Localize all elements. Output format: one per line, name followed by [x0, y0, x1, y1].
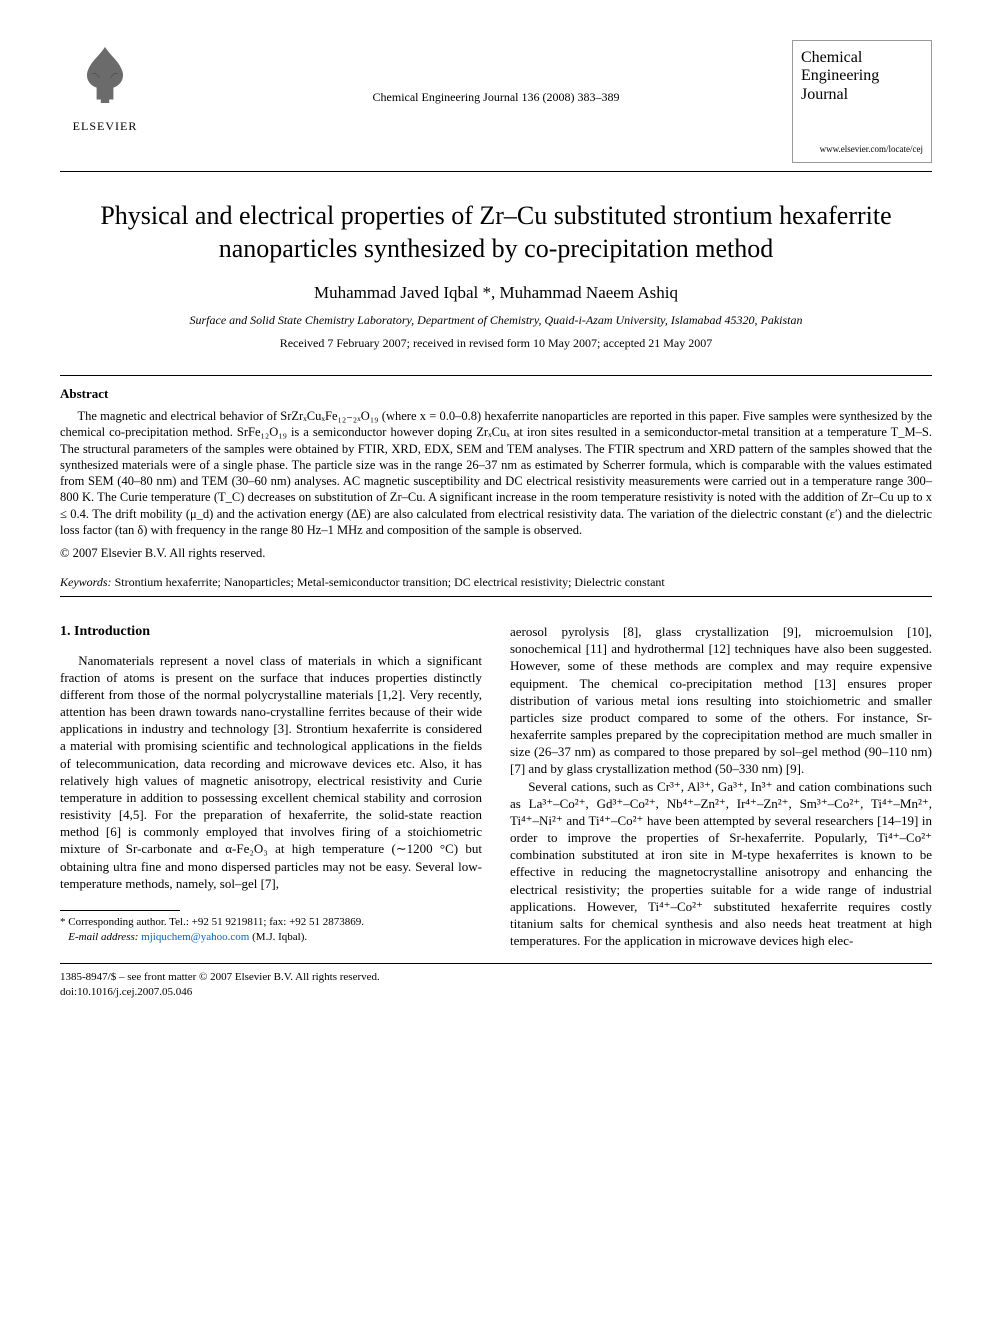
journal-cover-url: www.elsevier.com/locate/cej [801, 144, 923, 154]
header-divider [60, 171, 932, 172]
col2-paragraph-1: aerosol pyrolysis [8], glass crystalliza… [510, 623, 932, 777]
abstract-bottom-rule [60, 596, 932, 597]
email-author: (M.J. Iqbal). [252, 931, 307, 943]
section-number: 1. [60, 624, 71, 639]
footer-line-1: 1385-8947/$ – see front matter © 2007 El… [60, 970, 932, 985]
abstract-heading: Abstract [60, 386, 932, 402]
abstract-top-rule [60, 375, 932, 376]
body-columns: 1. Introduction Nanomaterials represent … [60, 623, 932, 949]
footnote-rule [60, 910, 180, 911]
copyright-line: © 2007 Elsevier B.V. All rights reserved… [60, 546, 932, 561]
article-dates: Received 7 February 2007; received in re… [60, 336, 932, 351]
journal-cover-title: Chemical Engineering Journal [801, 49, 923, 104]
keywords-line: Keywords: Strontium hexaferrite; Nanopar… [60, 575, 932, 590]
authors-line: Muhammad Javed Iqbal *, Muhammad Naeem A… [60, 283, 932, 303]
keywords-text: Strontium hexaferrite; Nanoparticles; Me… [115, 575, 665, 589]
email-label: E-mail address: [68, 931, 138, 943]
footnote-marker: * [60, 916, 66, 928]
authors-text: Muhammad Javed Iqbal *, Muhammad Naeem A… [314, 283, 678, 302]
section-title: Introduction [74, 624, 150, 639]
journal-cover-box: Chemical Engineering Journal www.elsevie… [792, 40, 932, 163]
col1-paragraph-1: Nanomaterials represent a novel class of… [60, 652, 482, 892]
journal-citation: Chemical Engineering Journal 136 (2008) … [373, 90, 620, 105]
elsevier-tree-icon [70, 40, 140, 110]
col2-paragraph-2: Several cations, such as Cr³⁺, Al³⁺, Ga³… [510, 778, 932, 950]
keywords-label: Keywords: [60, 575, 112, 589]
column-right: aerosol pyrolysis [8], glass crystalliza… [510, 623, 932, 949]
corresponding-author-footnote: * Corresponding author. Tel.: +92 51 921… [60, 915, 482, 945]
column-left: 1. Introduction Nanomaterials represent … [60, 623, 482, 949]
abstract-body: The magnetic and electrical behavior of … [60, 409, 932, 537]
email-link[interactable]: mjiquchem@yahoo.com [141, 931, 249, 943]
article-title: Physical and electrical properties of Zr… [80, 200, 912, 265]
footer-block: 1385-8947/$ – see front matter © 2007 El… [60, 970, 932, 1000]
section-heading: 1. Introduction [60, 623, 482, 641]
publisher-name: ELSEVIER [60, 119, 150, 134]
footer-line-2: doi:10.1016/j.cej.2007.05.046 [60, 985, 932, 1000]
publisher-logo: ELSEVIER [60, 40, 150, 134]
footnote-text: Corresponding author. Tel.: +92 51 92198… [68, 916, 364, 928]
abstract-text: The magnetic and electrical behavior of … [60, 408, 932, 538]
affiliation: Surface and Solid State Chemistry Labora… [60, 313, 932, 328]
page-header: ELSEVIER Chemical Engineering Journal 13… [60, 40, 932, 163]
footer-rule [60, 963, 932, 964]
